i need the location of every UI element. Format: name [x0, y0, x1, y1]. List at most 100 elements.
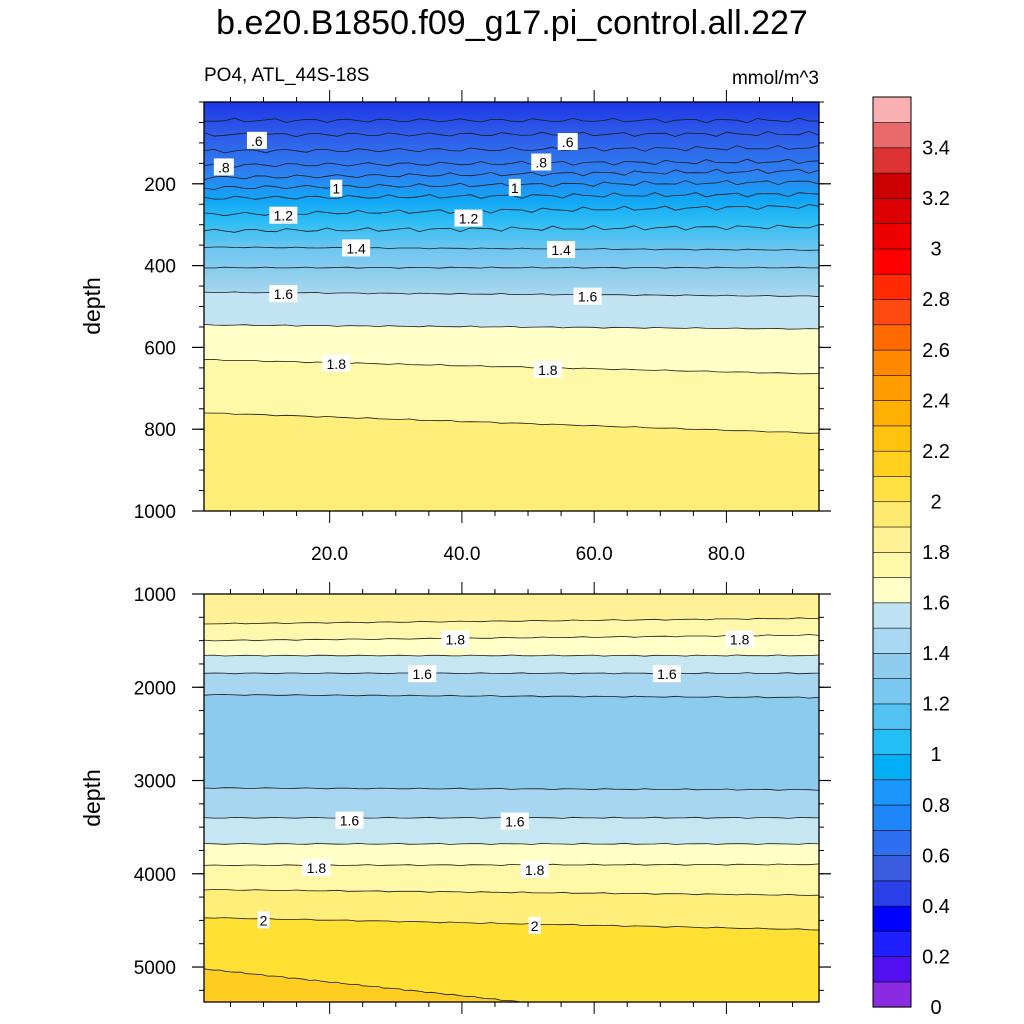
- svg-text:1.8: 1.8: [538, 362, 558, 378]
- svg-text:1.8: 1.8: [307, 860, 327, 876]
- contour-label: 1: [330, 179, 343, 197]
- colorbar-label: 1.2: [922, 694, 950, 716]
- svg-text:.6: .6: [562, 134, 574, 150]
- contour-label: 1.2: [454, 209, 483, 227]
- colorbar-swatch: [872, 298, 912, 326]
- colorbar-swatch: [872, 956, 912, 983]
- colorbar-swatch: [872, 627, 912, 654]
- contour-label: 1.8: [322, 354, 351, 372]
- contour-label: 1.2: [269, 206, 298, 224]
- contour-line: [204, 246, 819, 251]
- contour-line: [204, 145, 819, 154]
- colorbar-swatch: [872, 753, 912, 781]
- colorbar-label: 3.4: [922, 138, 950, 160]
- x-tick-label: 40.0: [443, 544, 480, 565]
- contour-label: .8: [531, 153, 552, 171]
- svg-text:1.8: 1.8: [446, 632, 466, 648]
- lower-band-2p0: [204, 917, 819, 1002]
- contour-label: 1.6: [500, 812, 529, 830]
- x-tick-label: 20.0: [311, 544, 348, 565]
- contour-label: 1.6: [652, 665, 681, 683]
- colorbar-swatch: [872, 576, 912, 604]
- contour-line: [204, 204, 819, 217]
- colorbar-swatch: [872, 374, 912, 401]
- contour-line: [204, 168, 819, 181]
- colorbar-swatch: [872, 602, 912, 629]
- y-tick-label: 600: [144, 338, 176, 359]
- contour-line: [204, 654, 819, 657]
- svg-text:.6: .6: [251, 133, 263, 149]
- colorbar-swatch: [872, 551, 912, 578]
- contour-label: 1.6: [573, 287, 602, 305]
- contour-line: [204, 634, 819, 642]
- contour-label: 2: [257, 911, 270, 929]
- colorbar-label: 0.2: [922, 946, 950, 968]
- contour-label: 1.8: [520, 861, 549, 879]
- colorbar-swatch: [872, 526, 912, 553]
- contour-line: [204, 787, 819, 791]
- colorbar-swatch: [872, 475, 912, 503]
- colorbar-label: 2.4: [922, 390, 950, 412]
- colorbar-swatch: [872, 172, 912, 199]
- contour-line: [204, 889, 819, 896]
- contour-label: 1.8: [302, 859, 331, 877]
- panel-frame: [203, 593, 820, 1003]
- svg-text:1.8: 1.8: [327, 356, 347, 372]
- colorbar-swatch: [872, 905, 912, 932]
- variable-region-label: PO4, ATL_44S-18S: [204, 65, 370, 86]
- svg-text:1.6: 1.6: [578, 289, 598, 305]
- contour-label: 1: [508, 178, 521, 196]
- contour-line: [204, 842, 819, 845]
- colorbar-label: 2: [930, 491, 941, 513]
- colorbar-label: 1: [930, 744, 941, 766]
- x-tick-label: 60.0: [576, 544, 613, 565]
- colorbar-label: 3.2: [922, 188, 950, 210]
- contour-line: [204, 117, 819, 124]
- figure-title: b.e20.B1850.f09_g17.pi_control.all.227: [216, 4, 808, 42]
- colorbar-swatch: [872, 197, 912, 224]
- colorbar-swatch: [872, 273, 912, 300]
- contour-label: .6: [557, 133, 578, 151]
- colorbar-frame: [872, 96, 912, 1008]
- contour-line: [204, 158, 819, 168]
- upper-band-1p7: [204, 324, 819, 374]
- colorbar-swatch: [872, 400, 912, 427]
- svg-text:1.8: 1.8: [730, 632, 750, 648]
- svg-text:2: 2: [531, 918, 539, 934]
- contour-line: [204, 130, 819, 138]
- contour-line: [204, 291, 819, 298]
- lower-band-1p8-bottom: [204, 864, 819, 896]
- svg-text:1.4: 1.4: [551, 242, 571, 258]
- svg-text:1.4: 1.4: [346, 240, 366, 256]
- lower-band-1p9-top: [204, 594, 819, 624]
- svg-text:1.6: 1.6: [274, 286, 294, 302]
- colorbar-swatch: [872, 425, 912, 452]
- y-tick-label: 3000: [134, 772, 176, 793]
- contour-line: [204, 412, 819, 434]
- contour-label: 1.6: [269, 285, 298, 303]
- colorbar-swatch: [872, 829, 912, 856]
- lower-band-1p7-bottom: [204, 843, 819, 866]
- contour-line: [204, 324, 819, 330]
- contour-label: 1.8: [533, 360, 562, 378]
- colorbar-label: 0.6: [922, 845, 950, 867]
- contour-label: .8: [213, 158, 234, 176]
- y-tick-label: 1000: [134, 502, 176, 523]
- svg-text:1.6: 1.6: [505, 814, 525, 830]
- svg-text:1: 1: [332, 181, 340, 197]
- colorbar-swatch: [872, 981, 912, 1008]
- colorbar-swatch: [872, 779, 912, 806]
- contour-label: 1.6: [408, 665, 437, 683]
- y-tick-label: 200: [144, 175, 176, 196]
- contour-line: [204, 266, 819, 269]
- colorbar-swatch: [872, 652, 912, 679]
- y-tick-label: 800: [144, 420, 176, 441]
- colorbar-swatch: [872, 880, 912, 907]
- units-label: mmol/m^3: [731, 68, 819, 89]
- colorbar-swatch: [872, 930, 912, 958]
- lower-band-1p7-top: [204, 635, 819, 656]
- svg-text:1.2: 1.2: [274, 208, 294, 224]
- contour-label: 2: [528, 916, 541, 934]
- colorbar-swatch: [872, 147, 912, 174]
